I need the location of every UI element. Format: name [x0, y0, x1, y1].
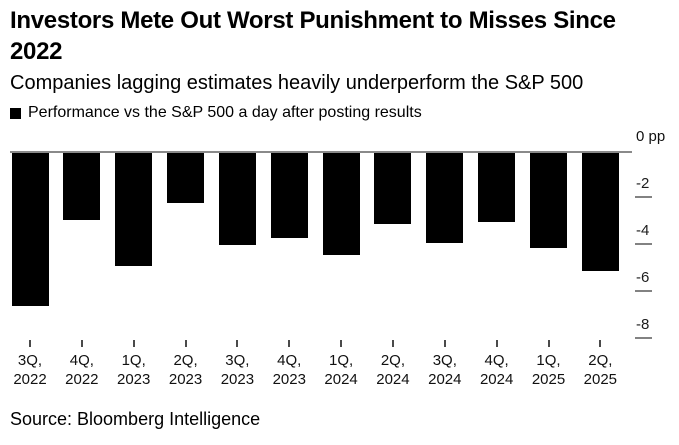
x-label-line: 2025	[583, 371, 618, 388]
chart-subtitle: Companies lagging estimates heavily unde…	[10, 72, 584, 94]
bar-4q-2023	[270, 152, 308, 239]
x-tick-4q-2023	[288, 340, 291, 347]
x-tick-3q-2022	[29, 340, 31, 347]
x-label-line: 1Q,	[536, 352, 561, 369]
bar-3q-2024	[426, 152, 464, 243]
x-label-1q-2024: 1Q, 2024	[313, 351, 369, 389]
x-label-line: 2Q,	[173, 352, 198, 369]
x-label-line: 1Q,	[121, 352, 146, 369]
bar-1q-2023	[115, 152, 153, 267]
x-tick-3q-2023	[236, 340, 239, 347]
x-label-line: 3Q,	[17, 352, 43, 369]
x-label-line: 2022	[13, 371, 47, 388]
x-label-4q-2023: 4Q, 2023	[261, 351, 317, 389]
y-tick-label-4: -4	[636, 222, 650, 240]
y-tick-label-8: -8	[636, 316, 650, 334]
x-tick-2q-2023	[184, 340, 187, 347]
x-label-line: 2024	[428, 371, 462, 388]
y-axis-zero-label: 0 pp	[636, 128, 666, 145]
x-tick-4q-2022	[80, 340, 83, 347]
bar-4q-2024	[478, 152, 516, 222]
legend: Performance vs the S&P 500 a day after p…	[10, 104, 422, 122]
x-label-4q-2022: 4Q, 2022	[54, 351, 110, 389]
y-tick-label-2: -2	[636, 175, 650, 193]
x-label-line: 2023	[220, 371, 255, 388]
x-label-line: 2023	[168, 371, 203, 388]
x-tick-2q-2024	[391, 340, 394, 347]
legend-label: Performance vs the S&P 500 a day after p…	[28, 104, 422, 121]
x-label-3q-2024: 3Q, 2024	[417, 351, 473, 389]
x-label-line: 3Q,	[225, 352, 250, 369]
bar-1q-2025	[530, 152, 567, 248]
x-label-2q-2024: 2Q, 2024	[365, 351, 421, 389]
x-tick-3q-2024	[443, 340, 446, 347]
bar-4q-2022	[63, 152, 101, 220]
x-label-line: 2Q,	[380, 352, 406, 369]
x-label-line: 2025	[531, 371, 566, 388]
bar-2q-2024	[374, 152, 412, 225]
x-label-line: 2024	[324, 371, 358, 388]
bar-2q-2023	[167, 152, 205, 204]
y-tick-label-6: -6	[636, 269, 650, 287]
x-label-line: 2024	[479, 371, 514, 388]
x-label-3q-2022: 3Q, 2022	[2, 351, 58, 389]
x-label-line: 1Q,	[329, 352, 354, 369]
x-label-line: 2024	[376, 371, 410, 388]
legend-marker-square-icon	[10, 107, 21, 119]
y-tick-dash-4	[635, 243, 652, 246]
bar-2q-2025	[581, 152, 619, 272]
x-label-line: 3Q,	[432, 352, 457, 369]
bar-3q-2023	[218, 152, 256, 246]
x-label-line: 2023	[272, 371, 306, 388]
x-label-4q-2024: 4Q, 2024	[469, 351, 525, 389]
x-tick-1q-2025	[547, 340, 550, 347]
x-label-line: 4Q,	[277, 352, 302, 369]
zero-axis-line	[10, 151, 632, 153]
x-label-2q-2023: 2Q, 2023	[158, 351, 214, 389]
source-note: Source: Bloomberg Intelligence	[10, 409, 261, 429]
y-tick-dash-8	[635, 337, 652, 340]
bar-1q-2024	[322, 152, 360, 255]
x-label-1q-2023: 1Q, 2023	[106, 351, 162, 389]
x-tick-1q-2023	[132, 340, 135, 347]
x-tick-2q-2025	[599, 340, 602, 347]
x-label-2q-2025: 2Q, 2025	[572, 351, 628, 389]
y-tick-dash-6	[635, 290, 652, 293]
x-label-line: 2023	[117, 371, 151, 388]
x-label-line: 2022	[65, 371, 99, 388]
y-tick-dash-2	[635, 196, 652, 199]
x-label-line: 4Q,	[69, 352, 94, 369]
bar-3q-2022	[11, 152, 49, 307]
chart-title: Investors Mete Out Worst Punishment to M…	[10, 7, 616, 65]
x-tick-4q-2024	[495, 340, 498, 347]
x-label-line: 2Q,	[588, 352, 613, 369]
x-label-line: 4Q,	[484, 352, 509, 369]
x-tick-1q-2024	[340, 340, 343, 347]
x-label-1q-2025: 1Q, 2025	[521, 351, 577, 389]
x-label-3q-2023: 3Q, 2023	[209, 351, 265, 389]
